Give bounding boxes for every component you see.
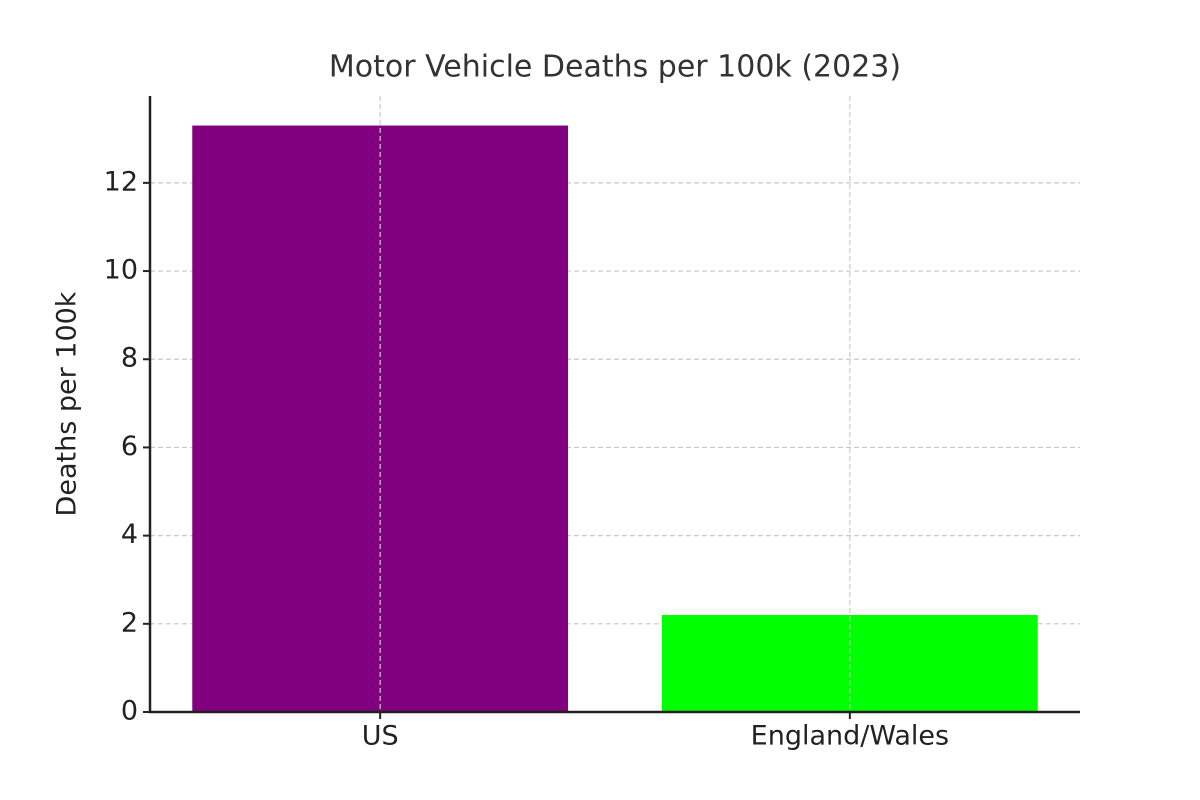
y-tick-label: 12 [104,166,138,197]
chart-title: Motor Vehicle Deaths per 100k (2023) [329,50,901,85]
y-tick-label: 10 [104,255,138,286]
y-tick-label: 8 [121,343,138,374]
y-tick-label: 2 [121,607,138,638]
y-tick-label: 0 [121,696,138,727]
y-axis-label: Deaths per 100k [52,291,83,516]
y-tick-label: 6 [121,431,138,462]
x-tick-label: US [362,721,399,752]
bar [661,614,1038,712]
y-tick-label: 4 [121,519,138,550]
x-tick-label: England/Wales [751,721,949,752]
